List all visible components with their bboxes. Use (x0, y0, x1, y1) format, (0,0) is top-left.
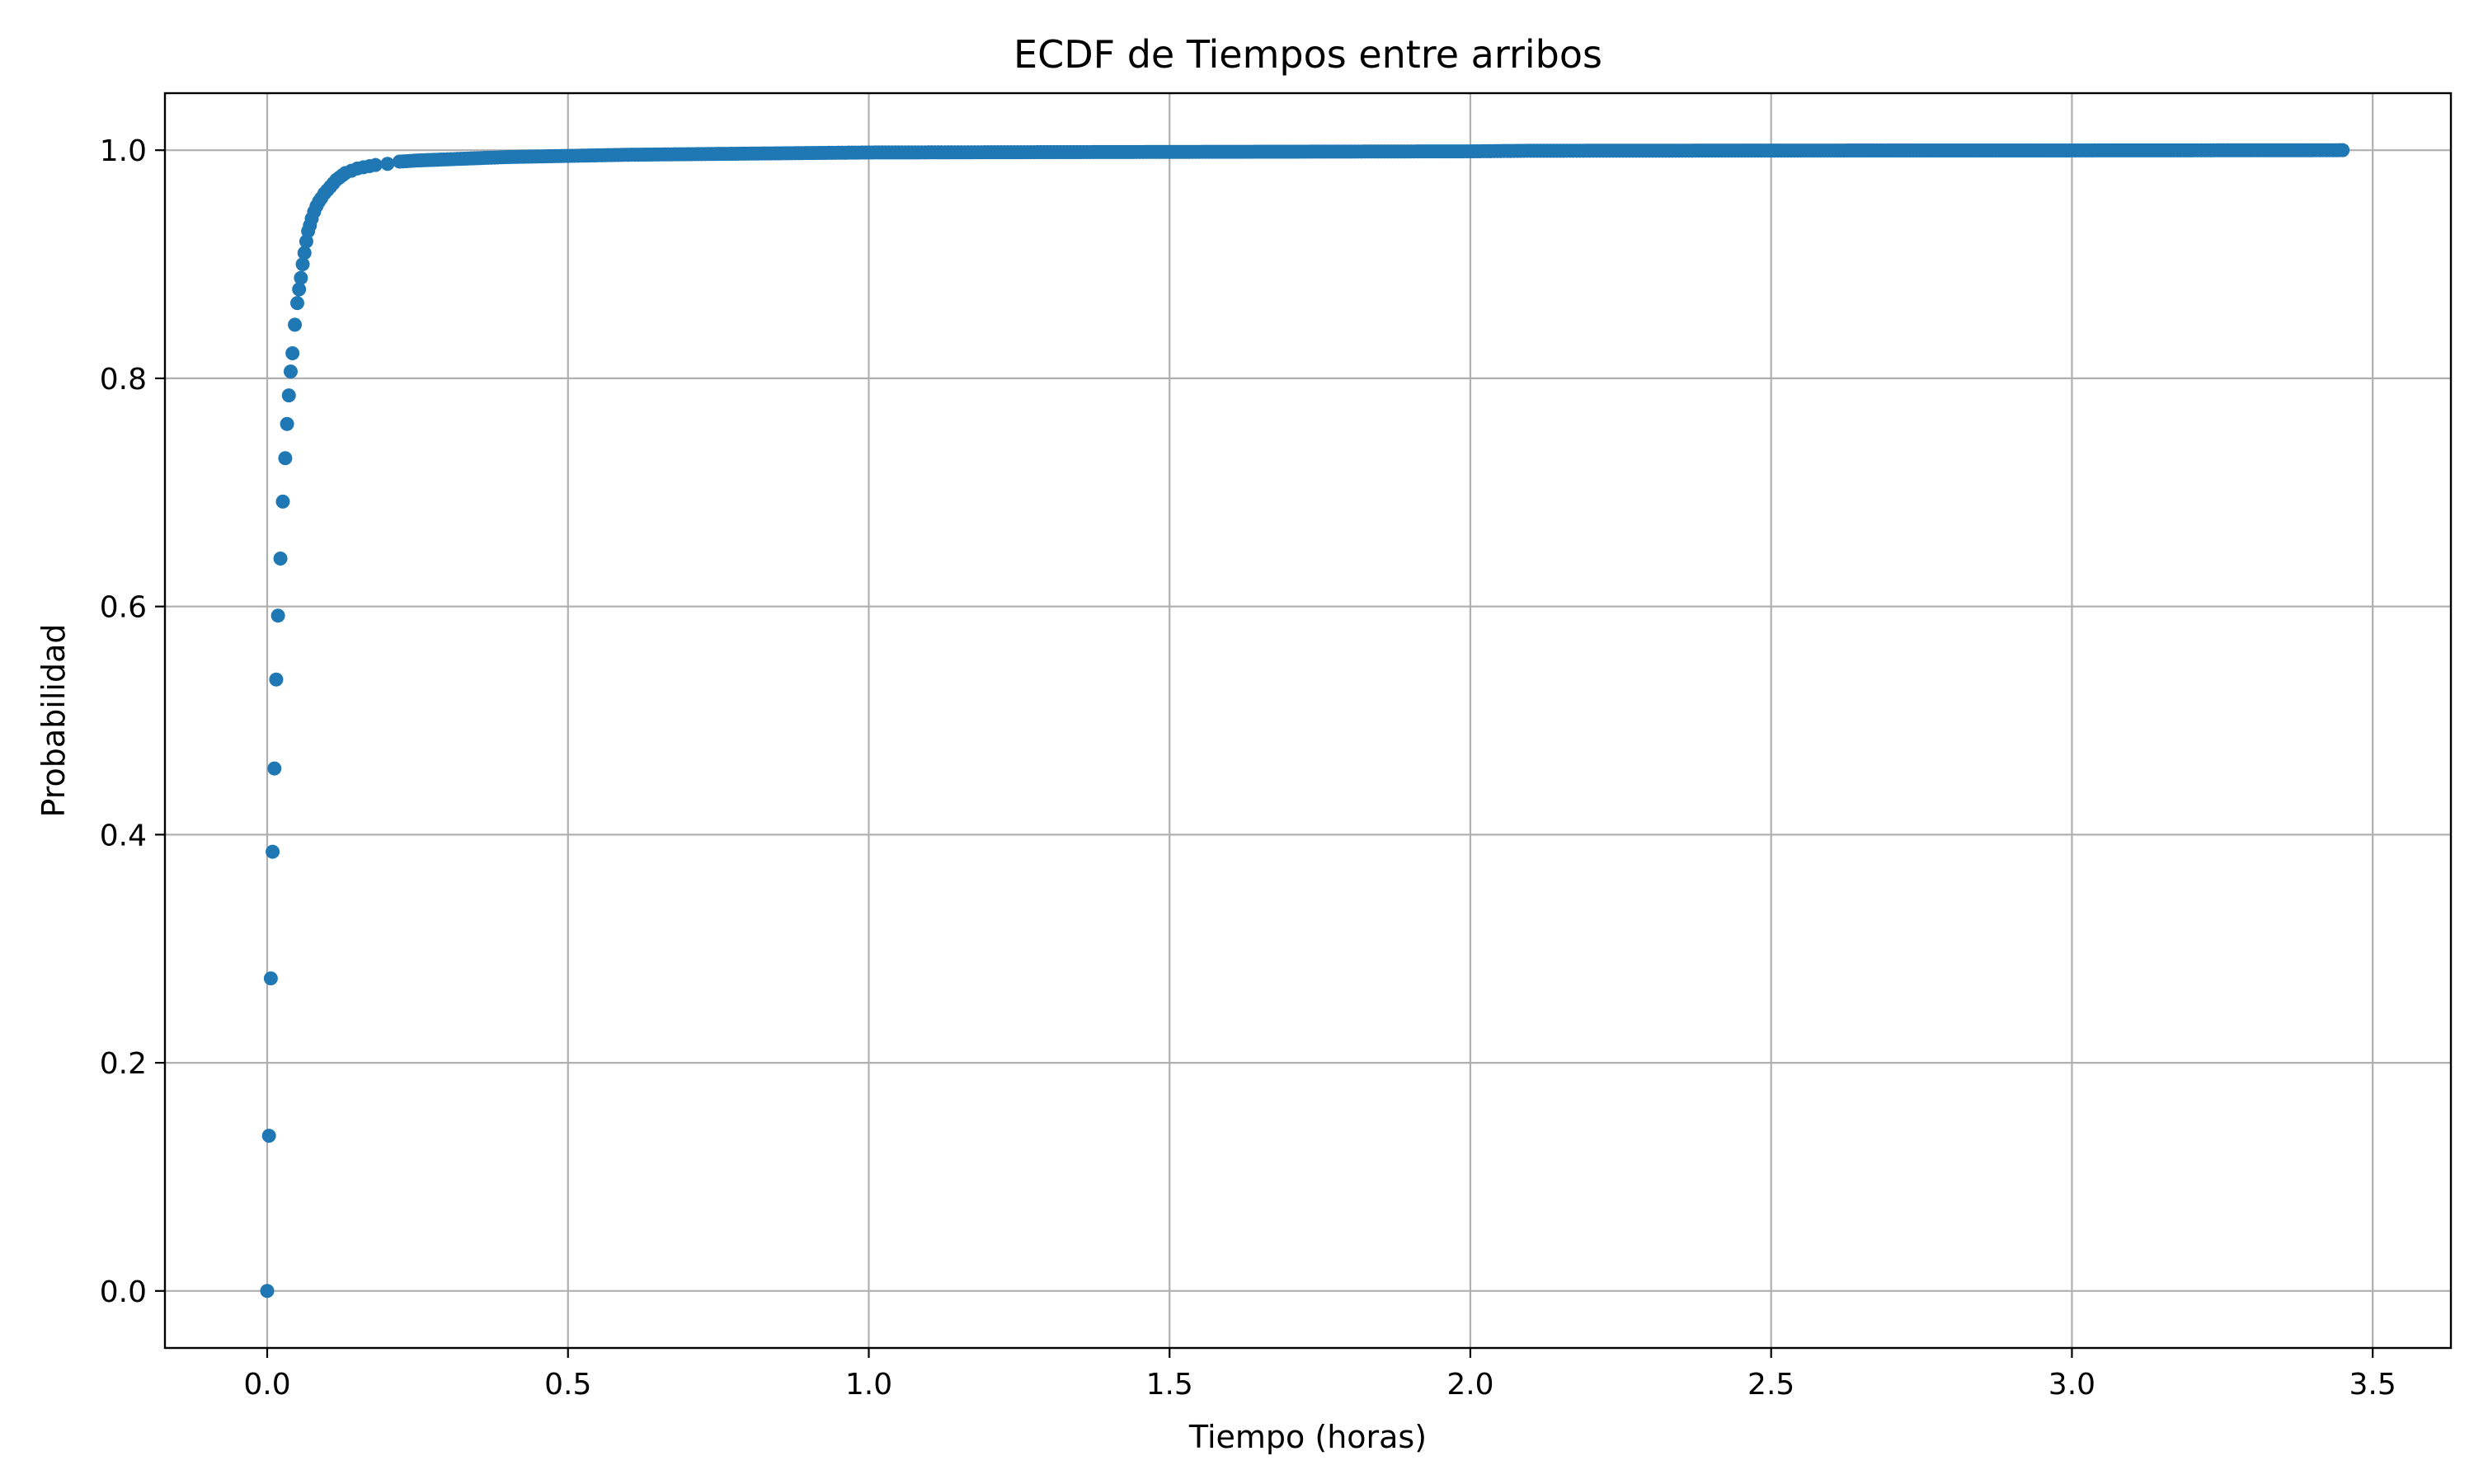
ecdf-point (295, 257, 310, 272)
x-tick-label: 3.5 (2349, 1368, 2396, 1402)
ecdf-point (278, 451, 293, 466)
ecdf-point (289, 296, 304, 311)
ecdf-point (292, 282, 307, 297)
chart-title: ECDF de Tiempos entre arribos (1014, 32, 1602, 77)
x-axis-label: Tiempo (horas) (1188, 1419, 1427, 1455)
ecdf-point (275, 494, 290, 509)
x-tick-label: 2.0 (1446, 1368, 1493, 1402)
ecdf-point (281, 388, 296, 403)
y-axis-label: Probabilidad (35, 623, 72, 817)
x-tick-label: 1.0 (845, 1368, 892, 1402)
ecdf-point (267, 761, 282, 776)
x-tick-label: 0.5 (544, 1368, 591, 1402)
ecdf-point (288, 317, 303, 332)
x-tick-label: 0.0 (243, 1368, 290, 1402)
x-axis-ticks: 0.0 0.5 1.0 1.5 2.0 2.5 3.0 3.5 (243, 1348, 2396, 1402)
ecdf-point (285, 345, 300, 360)
ecdf-point (269, 672, 284, 687)
x-tick-label: 2.5 (1747, 1368, 1794, 1402)
ecdf-point (283, 364, 298, 379)
y-tick-label: 0.4 (100, 819, 147, 852)
ecdf-point (2332, 143, 2347, 157)
plot-frame (163, 92, 2453, 1350)
ecdf-point (270, 608, 285, 623)
y-tick-label: 0.8 (100, 363, 147, 397)
y-tick-label: 0.0 (100, 1275, 147, 1309)
ecdf-point (263, 971, 278, 986)
grid (165, 93, 2451, 1348)
data-points (260, 143, 2350, 1298)
ecdf-point (260, 1284, 275, 1298)
x-tick-label: 3.0 (2048, 1368, 2095, 1402)
ecdf-point (294, 270, 308, 285)
y-tick-label: 1.0 (100, 134, 147, 168)
ecdf-point (297, 246, 312, 261)
x-tick-label: 1.5 (1146, 1368, 1193, 1402)
ecdf-point (368, 157, 383, 172)
ecdf-point (261, 1129, 276, 1144)
ecdf-point (380, 157, 395, 171)
y-tick-label: 0.2 (100, 1047, 147, 1081)
y-axis-ticks: 0.0 0.2 0.4 0.6 0.8 1.0 (100, 134, 165, 1309)
ecdf-point (273, 552, 288, 566)
ecdf-point (280, 416, 294, 431)
y-tick-label: 0.6 (100, 591, 147, 625)
ecdf-point (266, 844, 280, 859)
